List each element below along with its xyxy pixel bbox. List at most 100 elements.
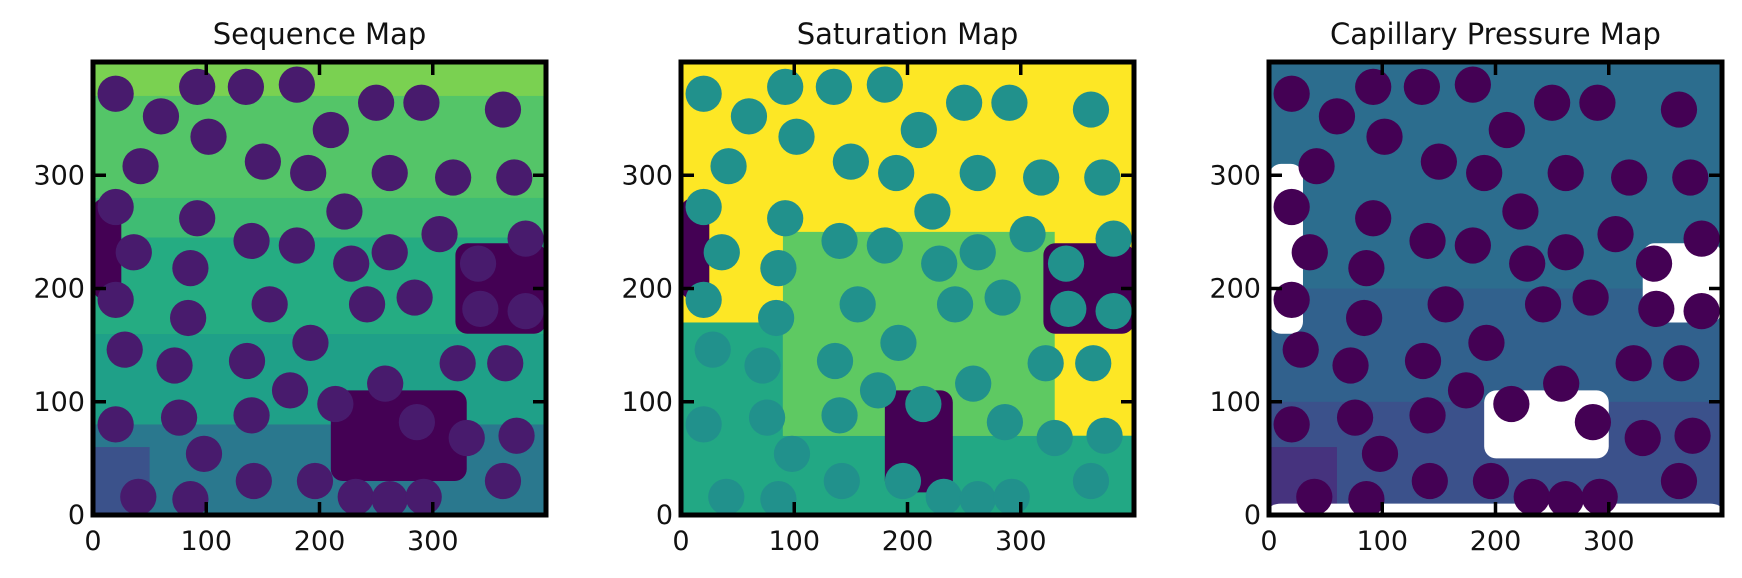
- grain-16: [685, 188, 722, 226]
- grain-24: [1597, 216, 1634, 253]
- grain-5: [190, 118, 227, 155]
- grain-1: [730, 98, 768, 135]
- grain-23: [959, 234, 996, 271]
- grain-41: [1447, 372, 1485, 409]
- grain-17: [179, 200, 216, 237]
- grain-57: [993, 478, 1030, 515]
- grain-27: [1348, 249, 1385, 287]
- grain-30: [936, 286, 974, 323]
- grain-23: [1547, 234, 1584, 271]
- grain-36: [292, 324, 329, 361]
- grain-44: [97, 406, 134, 443]
- grain-7: [403, 84, 440, 121]
- grain-53: [235, 462, 272, 500]
- grain-25: [459, 245, 497, 282]
- grain-18: [326, 193, 363, 230]
- subplot-capillary-pressure-map: 0 100 200 300 0 100 200 300 Capillary Pressure M…: [1209, 17, 1725, 557]
- grain-56: [371, 481, 408, 515]
- grain-49: [1674, 417, 1711, 454]
- grain-44: [685, 406, 722, 443]
- grain-37: [156, 347, 193, 384]
- grain-2: [179, 68, 216, 106]
- grain-55: [337, 478, 374, 515]
- grain-28: [685, 281, 722, 318]
- grain-19: [1291, 234, 1328, 271]
- grain-9: [122, 148, 159, 185]
- grain-7: [991, 84, 1028, 121]
- grain-43: [1543, 365, 1580, 402]
- grain-15: [496, 159, 533, 196]
- grain-29: [251, 286, 288, 323]
- grain-0: [1273, 75, 1310, 112]
- grain-0: [97, 75, 134, 112]
- grain-21: [278, 227, 315, 264]
- grain-6: [358, 84, 395, 121]
- grain-57: [405, 478, 442, 515]
- grain-42: [905, 385, 942, 423]
- grain-8: [484, 91, 522, 128]
- grain-49: [1086, 417, 1123, 454]
- grain-39: [1615, 345, 1652, 382]
- grain-43: [955, 365, 992, 402]
- grain-19: [115, 234, 152, 271]
- grain-32: [1638, 290, 1675, 328]
- grain-46: [1409, 397, 1446, 434]
- grain-31: [1572, 279, 1609, 316]
- x-tick-label-0: 0: [672, 526, 689, 557]
- grain-35: [1282, 331, 1319, 368]
- grain-24: [421, 216, 458, 253]
- grain-52: [760, 481, 797, 515]
- grain-3: [815, 68, 853, 106]
- y-tick-label-2: 200: [33, 274, 85, 305]
- grain-48: [1624, 419, 1661, 457]
- grain-47: [398, 404, 436, 441]
- grain-10: [244, 143, 281, 180]
- grain-4: [278, 66, 315, 103]
- grain-10: [1420, 143, 1457, 180]
- grain-38: [228, 342, 266, 380]
- x-tick-label-3: 300: [1583, 526, 1635, 557]
- grain-58: [1660, 462, 1698, 500]
- x-tick-label-1: 100: [1356, 526, 1408, 557]
- y-tick-label-0: 0: [68, 500, 85, 531]
- grain-42: [1493, 385, 1530, 423]
- grain-26: [1095, 220, 1132, 257]
- grain-12: [900, 111, 937, 149]
- grain-24: [1009, 216, 1046, 253]
- grain-17: [1355, 200, 1392, 237]
- x-tick-label-0: 0: [1260, 526, 1277, 557]
- grain-51: [708, 478, 745, 515]
- grain-47: [986, 404, 1024, 441]
- y-tick-label-3: 300: [621, 160, 673, 191]
- grain-8: [1660, 91, 1698, 128]
- plot-area: [93, 62, 546, 515]
- grain-56: [959, 481, 996, 515]
- grain-6: [1534, 84, 1571, 121]
- grain-2: [767, 68, 804, 106]
- grain-16: [97, 188, 134, 226]
- grain-50: [185, 435, 223, 472]
- grain-11: [290, 154, 327, 192]
- grain-10: [832, 143, 869, 180]
- grain-48: [448, 419, 485, 457]
- grain-9: [1298, 148, 1335, 185]
- grain-26: [1683, 220, 1720, 257]
- y-tick-label-3: 300: [33, 160, 85, 191]
- grain-43: [367, 365, 404, 402]
- y-tick-label-1: 100: [621, 387, 673, 418]
- grain-51: [120, 478, 157, 515]
- grain-53: [823, 462, 860, 500]
- grain-25: [1635, 245, 1673, 282]
- grain-56: [1547, 481, 1584, 515]
- grain-15: [1084, 159, 1121, 196]
- grain-33: [1683, 293, 1720, 330]
- grain-35: [694, 331, 731, 368]
- grain-0: [685, 75, 722, 112]
- x-tick-label-2: 200: [882, 526, 934, 557]
- plot-area: [1269, 62, 1722, 515]
- pore-region-1: [330, 390, 467, 482]
- grain-54: [296, 462, 334, 500]
- grain-44: [1273, 406, 1310, 443]
- grain-23: [371, 234, 408, 271]
